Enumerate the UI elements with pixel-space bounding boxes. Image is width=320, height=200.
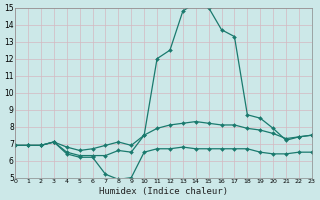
X-axis label: Humidex (Indice chaleur): Humidex (Indice chaleur) (99, 187, 228, 196)
